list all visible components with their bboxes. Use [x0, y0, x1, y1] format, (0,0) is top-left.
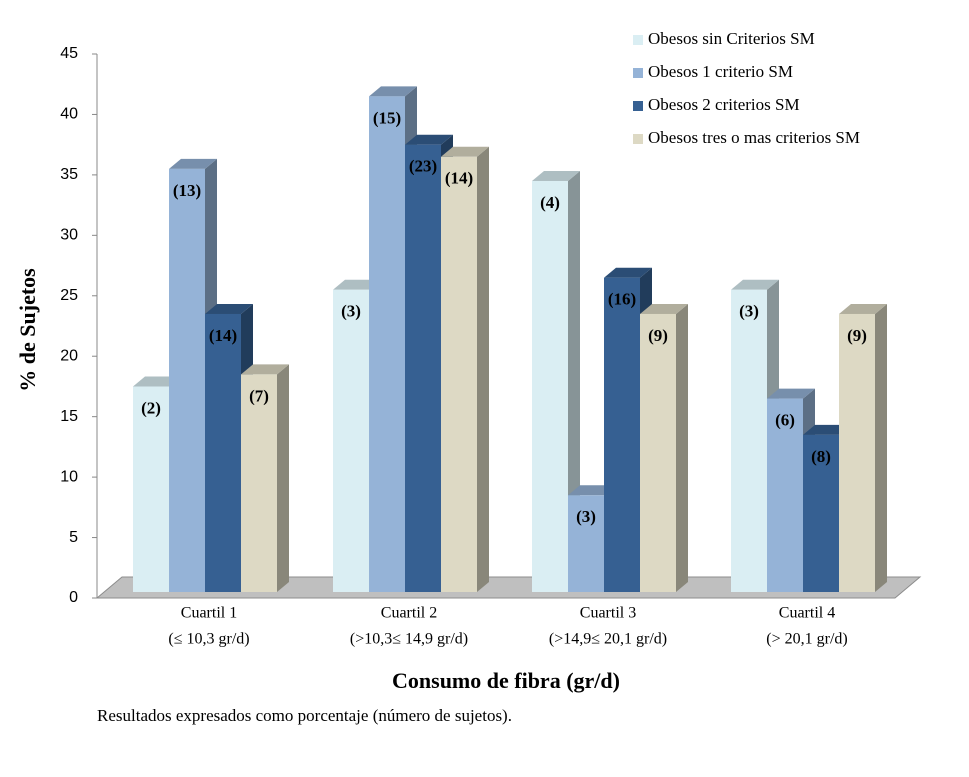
bar-top — [767, 388, 815, 399]
data-label: (8) — [811, 447, 831, 466]
bar-top — [405, 134, 453, 145]
bar-top — [640, 303, 688, 314]
bar — [839, 303, 887, 592]
y-tick-label: 20 — [60, 347, 78, 364]
legend-swatch — [633, 134, 643, 144]
y-tick-label: 25 — [60, 287, 78, 304]
bar-front — [205, 313, 241, 592]
y-tick-label: 30 — [60, 227, 78, 244]
bar-front — [241, 374, 277, 592]
bar-front — [405, 144, 441, 592]
bar-side — [277, 364, 289, 592]
x-tick-label: Cuartil 2 — [381, 605, 437, 622]
bar-front — [369, 96, 405, 592]
bar-side — [477, 146, 489, 593]
floor — [95, 576, 922, 599]
bar-top — [441, 146, 489, 157]
bar-top — [839, 303, 887, 314]
y-tick-label: 35 — [60, 166, 78, 183]
bar — [731, 279, 779, 592]
x-tick-sublabel: (> 20,1 gr/d) — [766, 631, 847, 648]
data-label: (2) — [141, 398, 161, 417]
bar-front — [767, 398, 803, 592]
note: Resultados expresados como porcentaje (n… — [97, 706, 512, 725]
bar-front — [731, 289, 767, 592]
bar — [241, 364, 289, 592]
bar-side — [568, 170, 580, 592]
data-label: (6) — [775, 410, 795, 429]
y-tick-label: 10 — [60, 468, 78, 485]
x-tick-label: Cuartil 4 — [779, 605, 835, 622]
bar-front — [441, 156, 477, 593]
data-label: (15) — [373, 108, 401, 127]
y-tick-label: 40 — [60, 106, 78, 123]
legend-label: Obesos 1 criterio SM — [648, 62, 793, 81]
data-label: (3) — [576, 507, 596, 526]
data-label: (13) — [173, 181, 201, 200]
data-label: (16) — [608, 290, 636, 309]
bar-top — [532, 170, 580, 181]
data-label: (7) — [249, 386, 269, 405]
x-tick-label: Cuartil 1 — [181, 605, 237, 622]
bar-top — [205, 303, 253, 314]
data-label: (3) — [341, 302, 361, 321]
bar-side — [676, 303, 688, 592]
legend-swatch — [633, 101, 643, 111]
bar-front — [333, 289, 369, 592]
data-label: (14) — [209, 326, 237, 345]
bar-front — [839, 313, 875, 592]
bar-top — [604, 267, 652, 278]
y-tick-label: 5 — [69, 529, 78, 546]
legend-label: Obesos sin Criterios SM — [648, 29, 815, 48]
bar-top — [731, 279, 779, 290]
bar-front — [568, 495, 604, 592]
y-axis-label: % de Sujetos — [15, 268, 40, 392]
data-label: (9) — [648, 326, 668, 345]
x-tick-sublabel: (≤ 10,3 gr/d) — [168, 631, 249, 648]
bar-top — [369, 86, 417, 97]
data-label: (14) — [445, 169, 473, 188]
bar-front — [169, 168, 205, 592]
x-tick-sublabel: (>14,9≤ 20,1 gr/d) — [549, 631, 667, 648]
bar-front — [604, 277, 640, 592]
bar-top — [169, 158, 217, 169]
bar-front — [133, 386, 169, 592]
bar — [532, 170, 580, 592]
y-tick-label: 45 — [60, 45, 78, 62]
legend-label: Obesos tres o mas criterios SM — [648, 128, 860, 147]
data-label: (3) — [739, 302, 759, 321]
y-tick-label: 0 — [69, 589, 78, 606]
bar-front — [640, 313, 676, 592]
bar-side — [875, 303, 887, 592]
legend-swatch — [633, 68, 643, 78]
x-axis-label: Consumo de fibra (gr/d) — [392, 668, 620, 693]
data-label: (23) — [409, 157, 437, 176]
y-tick-label: 15 — [60, 408, 78, 425]
bar-front — [532, 180, 568, 592]
bar-top — [241, 364, 289, 375]
data-label: (9) — [847, 326, 867, 345]
bar — [640, 303, 688, 592]
x-tick-sublabel: (>10,3≤ 14,9 gr/d) — [350, 631, 468, 648]
legend-swatch — [633, 35, 643, 45]
bar-front — [803, 434, 839, 592]
bar — [441, 146, 489, 593]
data-label: (4) — [540, 193, 560, 212]
legend-label: Obesos 2 criterios SM — [648, 95, 800, 114]
x-tick-label: Cuartil 3 — [580, 605, 636, 622]
